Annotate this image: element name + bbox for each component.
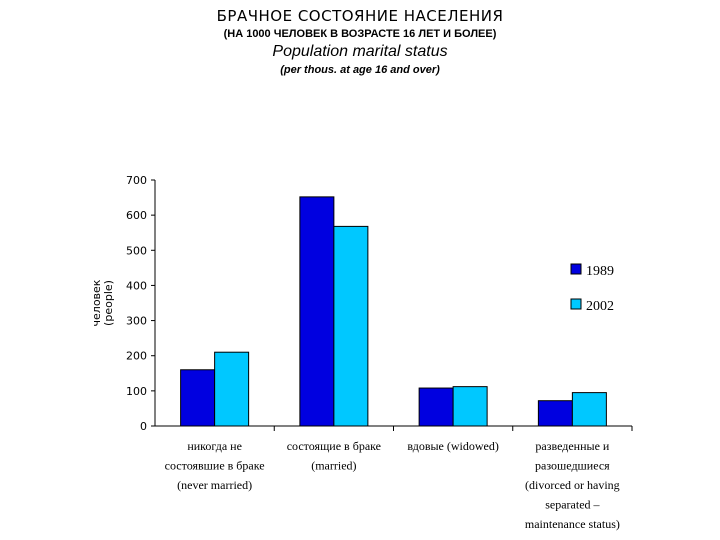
- x-category-label: separated –: [545, 498, 600, 512]
- title-block: БРАЧНОЕ СОСТОЯНИЕ НАСЕЛЕНИЯ (НА 1000 ЧЕЛ…: [0, 6, 720, 78]
- y-axis-label: человек: [90, 279, 103, 326]
- x-category-label: (married): [311, 459, 356, 473]
- x-category-label: состоявшие в браке: [165, 459, 265, 473]
- chart-subtitle-en: (per thous. at age 16 and over): [280, 64, 440, 76]
- legend-label-2002: 2002: [586, 299, 614, 314]
- bar-2002-3: [571, 392, 607, 427]
- bar-1989-3: [537, 400, 573, 427]
- y-tick-label: 300: [126, 315, 147, 328]
- legend-label-1989: 1989: [586, 264, 614, 279]
- bar-1989-2: [418, 387, 454, 427]
- bar-2002-2: [452, 386, 488, 427]
- legend-swatch-1989: [570, 263, 582, 275]
- legend-swatch-2002: [570, 298, 582, 310]
- x-category-label: (divorced or having: [525, 478, 620, 492]
- y-tick-label: 600: [126, 209, 147, 222]
- y-axis-label: (people): [102, 280, 115, 326]
- y-tick-label: 100: [126, 385, 147, 398]
- x-category-label: разведенные и: [535, 439, 609, 453]
- x-category-label: состоящие в браке: [287, 439, 381, 453]
- x-category-label: maintenance status): [525, 517, 620, 531]
- x-category-label: никогда не: [187, 439, 242, 453]
- chart-subtitle: (НА 1000 ЧЕЛОВЕК В ВОЗРАСТЕ 16 ЛЕТ И БОЛ…: [223, 28, 497, 40]
- y-tick-label: 700: [126, 174, 147, 187]
- y-tick-label: 500: [126, 244, 147, 257]
- bar-2002-1: [333, 225, 369, 427]
- bar-1989-0: [180, 369, 216, 427]
- y-tick-label: 400: [126, 279, 147, 292]
- x-category-label: (never married): [177, 478, 252, 492]
- x-category-label: разошедшиеся: [535, 459, 610, 473]
- x-category-label: вдовые (widowed): [407, 439, 499, 453]
- bar-1989-1: [299, 196, 335, 427]
- bar-2002-0: [214, 351, 250, 427]
- y-tick-label: 0: [140, 420, 147, 433]
- chart-title: БРАЧНОЕ СОСТОЯНИЕ НАСЕЛЕНИЯ: [216, 7, 504, 25]
- chart-title-en: Population marital status: [272, 43, 448, 60]
- y-tick-label: 200: [126, 350, 147, 363]
